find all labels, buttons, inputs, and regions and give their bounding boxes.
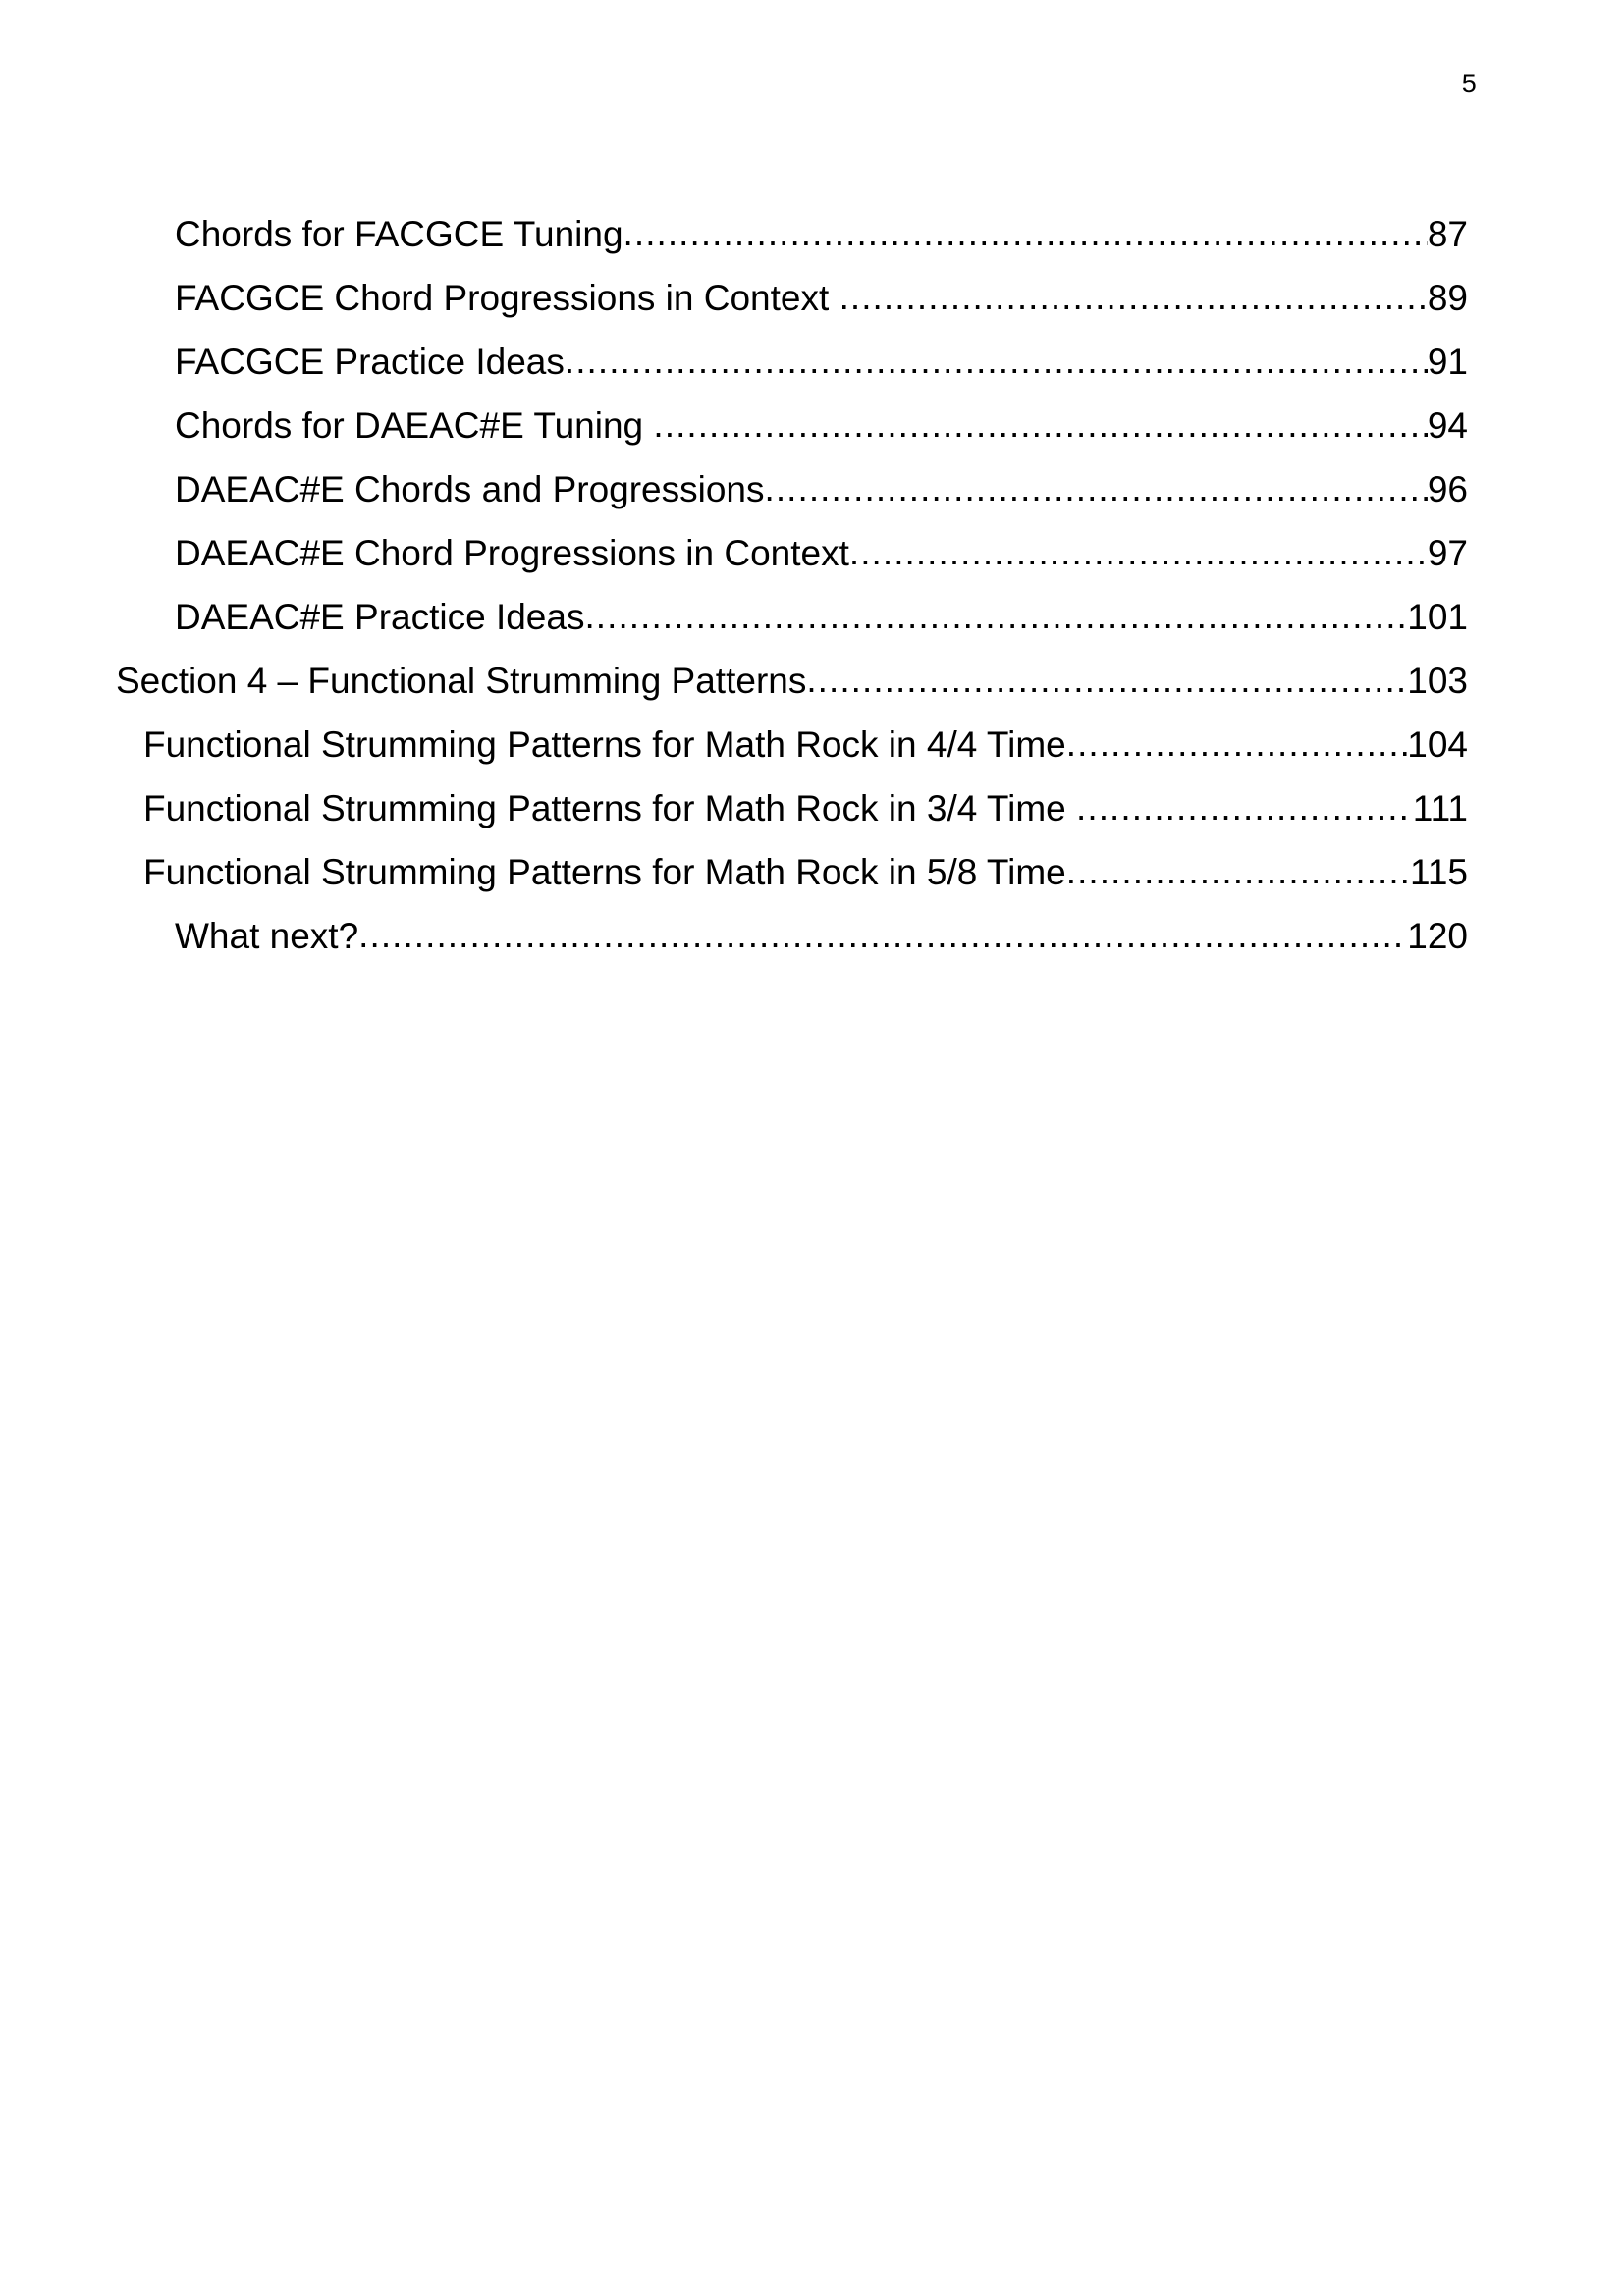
toc-entry-page-number: 91 — [1427, 342, 1468, 382]
toc-dot-leader — [1076, 775, 1413, 839]
toc-dot-leader — [839, 265, 1428, 329]
toc-entry-page-number: 104 — [1407, 724, 1468, 765]
toc-dot-leader — [1066, 839, 1410, 903]
toc-entry-title: DAEAC#E Practice Ideas — [175, 597, 585, 637]
toc-entry[interactable]: Chords for FACGCE Tuning 87 — [0, 202, 1468, 266]
toc-entry[interactable]: DAEAC#E Chord Progressions in Context 97 — [0, 521, 1468, 585]
toc-entry[interactable]: FACGCE Chord Progressions in Context 89 — [0, 266, 1468, 330]
toc-entry-title: Chords for DAEAC#E Tuning — [175, 405, 654, 446]
toc-dot-leader — [584, 584, 1407, 648]
toc-dot-leader — [358, 903, 1407, 967]
toc-entry[interactable]: Functional Strumming Patterns for Math R… — [0, 840, 1468, 904]
toc-entry[interactable]: Functional Strumming Patterns for Math R… — [0, 713, 1468, 776]
toc-entry[interactable]: Section 4 – Functional Strumming Pattern… — [0, 649, 1468, 713]
toc-entry-page-number: 94 — [1427, 405, 1468, 446]
toc-entry-page-number: 101 — [1407, 597, 1468, 637]
toc-entry-page-number: 87 — [1427, 214, 1468, 254]
toc-entry[interactable]: What next? 120 — [0, 904, 1468, 968]
toc-entry-title: Functional Strumming Patterns for Math R… — [143, 852, 1066, 892]
toc-dot-leader — [623, 201, 1428, 265]
page-number: 5 — [1461, 69, 1477, 98]
toc-dot-leader — [653, 393, 1427, 456]
toc-dot-leader — [565, 329, 1428, 393]
toc-entry-title: FACGCE Practice Ideas — [175, 342, 565, 382]
toc-entry-title: What next? — [175, 916, 359, 956]
toc-entry-title: DAEAC#E Chords and Progressions — [175, 469, 765, 509]
toc-dot-leader — [765, 456, 1428, 520]
toc-entry-title: FACGCE Chord Progressions in Context — [175, 278, 839, 318]
toc-dot-leader — [1066, 712, 1408, 775]
toc-entry-title: Functional Strumming Patterns for Math R… — [143, 788, 1077, 828]
toc-entry-title: DAEAC#E Chord Progressions in Context — [175, 533, 849, 573]
toc-dot-leader — [806, 648, 1407, 712]
toc-entry[interactable]: Chords for DAEAC#E Tuning 94 — [0, 394, 1468, 457]
toc-entry-title: Section 4 – Functional Strumming Pattern… — [116, 661, 807, 701]
toc-entry-page-number: 111 — [1412, 788, 1468, 828]
toc-entry[interactable]: Functional Strumming Patterns for Math R… — [0, 776, 1468, 840]
toc-entry-page-number: 115 — [1410, 852, 1468, 892]
toc-entry-page-number: 103 — [1407, 661, 1468, 701]
toc-entry-page-number: 89 — [1427, 278, 1468, 318]
toc-entry-title: Chords for FACGCE Tuning — [175, 214, 623, 254]
toc-entry-title: Functional Strumming Patterns for Math R… — [143, 724, 1066, 765]
toc-entry[interactable]: FACGCE Practice Ideas 91 — [0, 330, 1468, 394]
toc-entry[interactable]: DAEAC#E Practice Ideas 101 — [0, 585, 1468, 649]
toc-entry-page-number: 120 — [1407, 916, 1468, 956]
toc-entry[interactable]: DAEAC#E Chords and Progressions 96 — [0, 457, 1468, 521]
toc-entry-page-number: 97 — [1427, 533, 1468, 573]
table-of-contents: Chords for FACGCE Tuning 87 FACGCE Chord P… — [0, 202, 1624, 968]
toc-entry-page-number: 96 — [1427, 469, 1468, 509]
toc-dot-leader — [849, 520, 1428, 584]
